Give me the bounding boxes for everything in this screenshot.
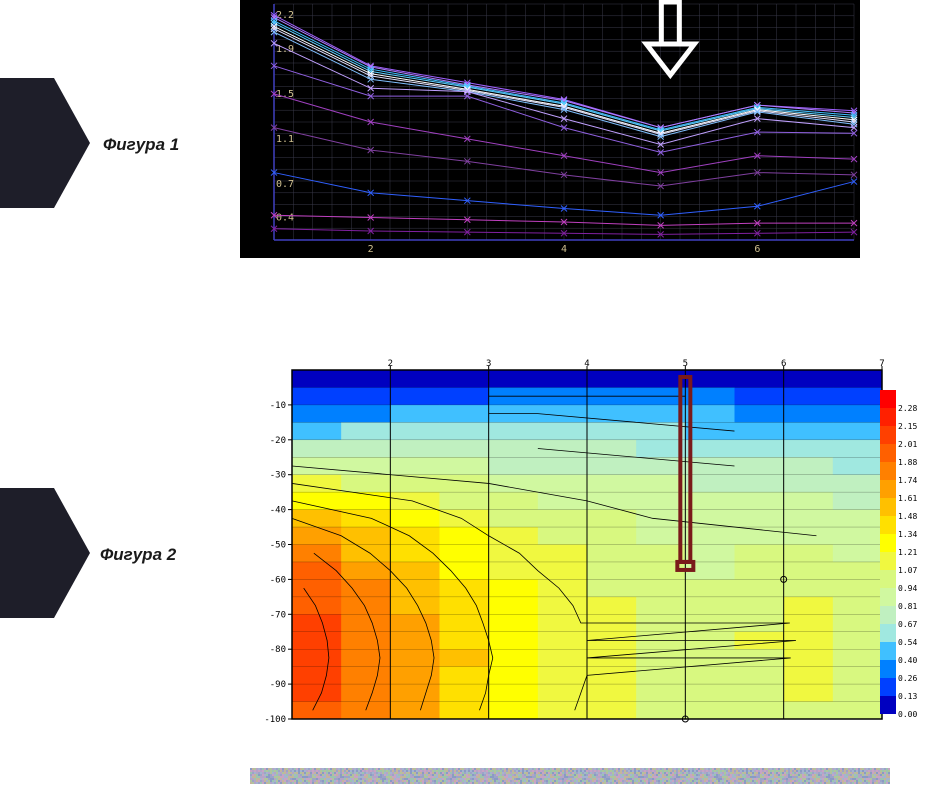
contour-chart-svg: 234567-10-20-30-40-50-60-70-80-90-100	[250, 352, 890, 727]
noise-strip	[250, 768, 890, 784]
legend-value: 0.13	[898, 692, 917, 701]
svg-text:-80: -80	[270, 645, 286, 655]
svg-text:-20: -20	[270, 436, 286, 446]
legend-value: 1.07	[898, 566, 917, 575]
svg-text:-100: -100	[264, 715, 286, 725]
svg-text:1.5: 1.5	[276, 89, 294, 100]
legend-value: 2.15	[898, 422, 917, 431]
legend-value: 0.67	[898, 620, 917, 629]
pentagon-marker-2	[0, 488, 90, 618]
figure-2-chart: 234567-10-20-30-40-50-60-70-80-90-100	[250, 352, 890, 727]
svg-text:0.7: 0.7	[276, 179, 294, 190]
svg-text:6: 6	[754, 244, 760, 255]
svg-text:1.1: 1.1	[276, 134, 294, 145]
legend-value: 0.81	[898, 602, 917, 611]
legend-value: 1.88	[898, 458, 917, 467]
svg-text:0.4: 0.4	[276, 213, 294, 224]
legend-value: 0.94	[898, 584, 917, 593]
pentagon-marker-1	[0, 78, 90, 208]
legend-value: 0.26	[898, 674, 917, 683]
legend-value: 1.48	[898, 512, 917, 521]
legend-value: 0.00	[898, 710, 917, 719]
figure-1-label: Фигура 1	[103, 135, 179, 155]
svg-text:2: 2	[368, 244, 374, 255]
legend-value: 1.34	[898, 530, 917, 539]
legend-value: 2.01	[898, 440, 917, 449]
legend-value: 1.21	[898, 548, 917, 557]
legend-value: 1.74	[898, 476, 917, 485]
legend-value: 0.54	[898, 638, 917, 647]
svg-text:-90: -90	[270, 680, 286, 690]
svg-text:-40: -40	[270, 506, 286, 516]
figure-2-legend: 2.28 2.15 2.01 1.88 1.74 1.61 1.48 1.34 1.21 1.07…	[880, 390, 935, 714]
svg-text:-60: -60	[270, 575, 286, 585]
svg-text:-70: -70	[270, 610, 286, 620]
figure-1-chart: 0.40.71.11.51.92.2246	[240, 0, 860, 258]
svg-text:-50: -50	[270, 541, 286, 551]
legend-value: 2.28	[898, 404, 917, 413]
legend-value: 1.61	[898, 494, 917, 503]
line-chart-svg: 0.40.71.11.51.92.2246	[240, 0, 860, 258]
svg-text:-30: -30	[270, 471, 286, 481]
figure-2-label: Фигура 2	[100, 545, 176, 565]
svg-text:4: 4	[561, 244, 567, 255]
legend-value: 0.40	[898, 656, 917, 665]
legend-swatch: 2.28	[880, 390, 935, 408]
svg-text:-10: -10	[270, 401, 286, 411]
